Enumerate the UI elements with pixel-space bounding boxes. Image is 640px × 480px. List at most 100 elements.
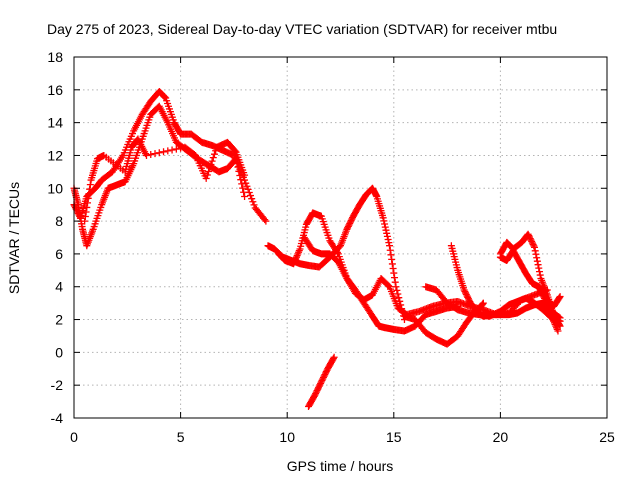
data-point [242,179,250,187]
data-point [231,147,239,155]
x-axis-label: GPS time / hours [287,458,394,474]
data-point [151,150,159,158]
data-point [533,257,541,265]
data-point [155,149,163,157]
data-point [549,316,557,324]
data-point [479,299,487,307]
data-point [531,247,539,255]
data-point [531,243,539,251]
data-point [238,180,246,188]
chart-title: Day 275 of 2023, Sidereal Day-to-day VTE… [47,21,557,37]
data-point [393,286,401,294]
data-point [382,226,390,234]
data-point [239,184,247,192]
y-tick-label: 4 [55,279,63,295]
data-point [248,195,256,203]
series-track-j [447,242,487,315]
data-point [390,269,398,277]
data-point [172,145,180,153]
plot-frame [73,56,608,419]
data-point [379,214,387,222]
data-point [388,260,396,268]
data-point [142,151,150,159]
data-point [381,223,389,231]
data-point [246,192,254,200]
data-point [290,260,298,268]
tick-marks [73,56,608,419]
data-point [82,208,90,216]
data-point [553,324,561,332]
data-point [391,274,399,282]
y-tick-label: 14 [47,115,63,131]
data-point [160,93,168,101]
data-point [237,176,245,184]
data-point [383,229,391,237]
data-point [244,185,252,193]
data-point [291,256,299,264]
data-point [262,217,270,225]
series-track-b [70,102,249,250]
data-point [386,242,394,250]
data-point [86,185,94,193]
data-point [83,203,91,211]
data-point [532,250,540,258]
data-point [261,216,269,224]
data-point [550,319,558,327]
data-point [86,181,94,189]
data-point [329,355,337,363]
data-point [207,161,215,169]
data-point [548,312,556,320]
data-point [240,188,248,196]
data-point [384,236,392,244]
y-axis-label: SDTVAR / TECUs [6,182,22,294]
y-tick-label: -2 [51,377,64,393]
data-point [81,217,89,225]
data-point [548,314,556,322]
data-point [535,268,543,276]
data-point [294,250,302,258]
x-tick-label: 0 [70,429,78,445]
data-point [241,192,249,200]
data-point [241,171,249,179]
data-point [392,283,400,291]
y-tick-label: 2 [55,312,63,328]
data-point [295,248,303,256]
data-point [391,278,399,286]
data-point [203,171,211,179]
y-tick-label: 10 [47,180,63,196]
data-point [386,246,394,254]
data-point [555,294,563,302]
data-point [81,213,89,221]
data-point [160,148,168,156]
x-tick-label: 5 [177,429,185,445]
data-point [388,255,396,263]
data-point [84,199,92,207]
data-point [209,154,217,162]
data-point [292,253,300,261]
data-point [84,194,92,202]
data-point [168,146,176,154]
data-point [164,147,172,155]
data-point [205,167,213,175]
data-point [208,157,216,165]
data-point [479,300,487,308]
data-point [535,264,543,272]
data-points [70,87,564,411]
data-point [556,293,564,301]
series-track-d [264,184,408,324]
data-point [235,167,243,175]
data-point [554,327,562,335]
data-point [380,217,388,225]
y-tick-label: 8 [55,213,63,229]
data-point [243,182,251,190]
data-point [330,353,338,361]
data-point [333,248,341,256]
series-track-g [305,353,338,411]
y-tick-label: 6 [55,246,63,262]
data-point [536,271,544,279]
data-point [161,93,169,101]
series-track-l [496,247,562,335]
data-point [551,320,559,328]
data-point [202,174,210,182]
